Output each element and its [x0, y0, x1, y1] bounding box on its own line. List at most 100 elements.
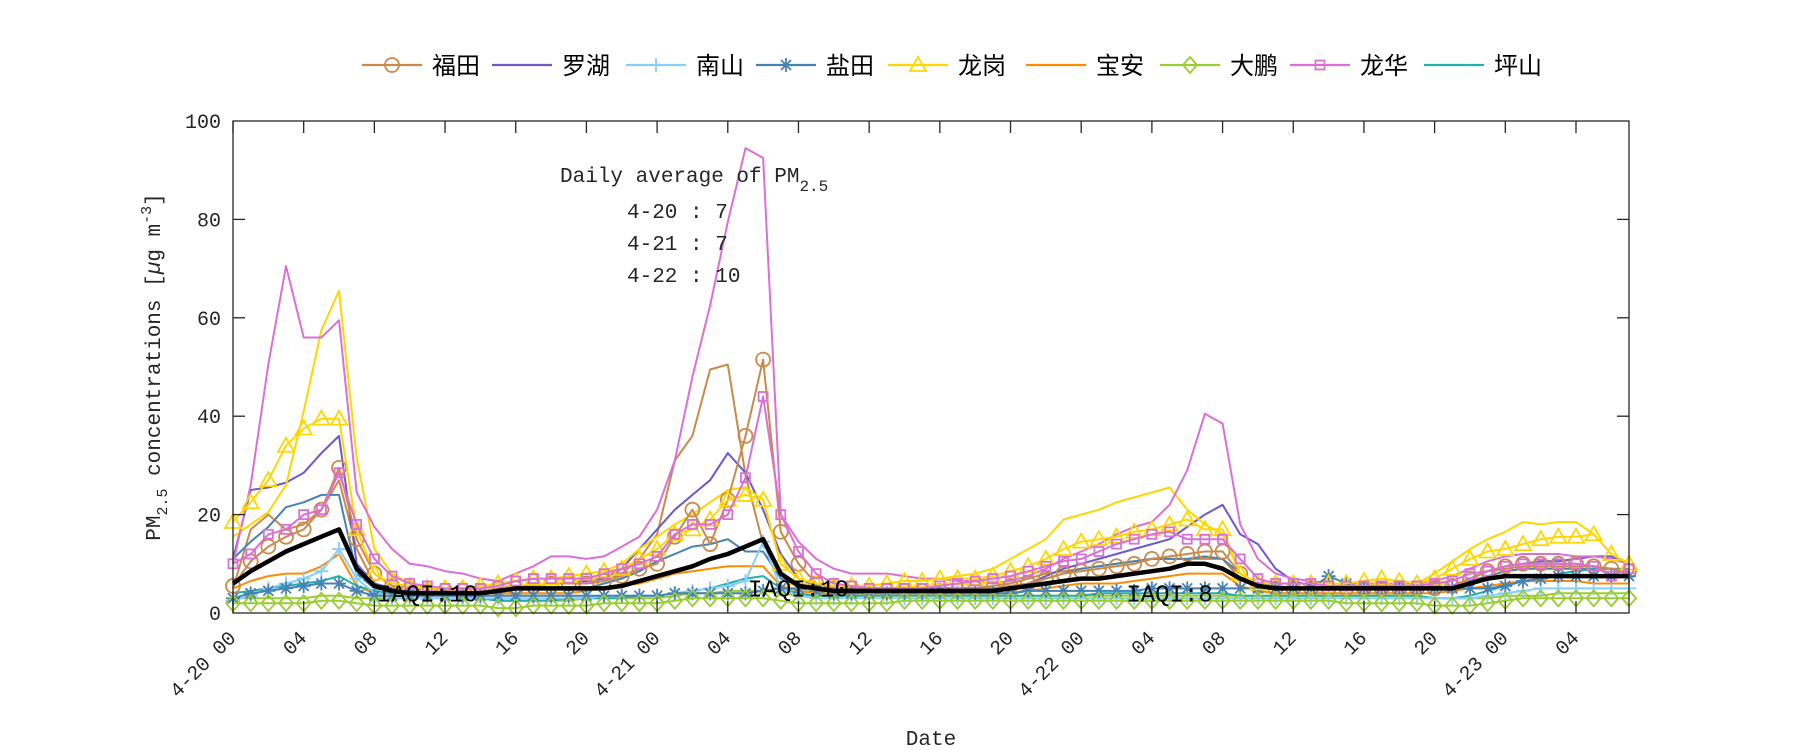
- diamond-marker: [1408, 593, 1426, 613]
- square-marker: [1588, 560, 1600, 572]
- series-大鹏: [224, 588, 1638, 618]
- diamond-marker: [313, 591, 330, 611]
- plus-marker: [1568, 581, 1583, 596]
- triangle-marker: [329, 408, 349, 426]
- square-marker: [1234, 553, 1246, 565]
- star-marker: [1109, 583, 1124, 598]
- diamond-marker: [754, 588, 772, 608]
- star-marker: [1462, 581, 1477, 596]
- triangle-marker: [1460, 549, 1480, 566]
- y-label-close: ]: [144, 193, 167, 206]
- square-marker: [1217, 533, 1228, 545]
- star-marker: [526, 588, 541, 603]
- square-marker: [969, 575, 981, 587]
- legend-label: 坪山: [1494, 52, 1542, 80]
- triangle-marker: [1513, 534, 1533, 552]
- circle-marker: [631, 560, 648, 577]
- square-marker: [1128, 533, 1140, 545]
- triangle-marker: [1442, 558, 1462, 576]
- plot-border: [232, 120, 1630, 614]
- star-marker: [1480, 581, 1495, 596]
- x-tick-label: 08: [350, 628, 383, 661]
- square-marker: [793, 546, 804, 557]
- legend-item-6: 宝安: [1026, 52, 1144, 80]
- diamond-marker: [1550, 588, 1567, 608]
- legend-label: 罗湖: [562, 52, 610, 80]
- square-marker: [528, 573, 539, 584]
- diamond-marker: [772, 591, 789, 611]
- square-marker: [245, 548, 257, 560]
- y-tick-label: 60: [197, 309, 221, 332]
- square-marker: [1075, 553, 1087, 565]
- legend-item-4: 盐田: [756, 52, 874, 80]
- diamond-marker: [1532, 588, 1549, 608]
- diamond-marker: [348, 593, 365, 613]
- legend-item-2: 罗湖: [492, 52, 610, 80]
- iaqi-label: IAQI:10: [377, 582, 478, 609]
- square-marker: [280, 523, 292, 535]
- triangle-marker: [364, 563, 384, 581]
- diamond-marker: [242, 593, 259, 613]
- legend-item-9: 坪山: [1424, 52, 1542, 80]
- diamond-marker: [966, 591, 984, 611]
- star-marker: [349, 583, 364, 598]
- diamond-marker: [1320, 591, 1337, 611]
- diamond-marker: [1302, 591, 1320, 611]
- square-marker: [1570, 558, 1582, 570]
- circle-marker: [684, 501, 701, 518]
- series-龙华-raw: [232, 147, 1630, 585]
- y-tick-label: 100: [185, 112, 221, 135]
- square-marker: [368, 553, 380, 565]
- square-marker: [1252, 573, 1264, 584]
- legend-star-marker: [779, 58, 793, 72]
- triangle-marker: [1124, 522, 1144, 539]
- x-tick-label: 16: [1340, 628, 1373, 661]
- star-marker: [809, 583, 824, 598]
- square-marker: [722, 509, 734, 521]
- diamond-marker: [613, 593, 630, 613]
- diamond-marker: [1479, 593, 1496, 613]
- plus-marker: [1551, 581, 1566, 596]
- x-tick-label: 20: [986, 628, 1019, 661]
- triangle-marker: [1142, 519, 1162, 537]
- legend-plus-marker: [649, 58, 663, 72]
- diamond-marker: [825, 593, 843, 613]
- diamond-marker: [1179, 591, 1196, 611]
- square-marker: [1535, 558, 1547, 570]
- triangle-marker: [1177, 509, 1197, 527]
- star-marker: [844, 586, 859, 601]
- plus-marker: [1586, 581, 1601, 596]
- triangle-marker: [1495, 539, 1515, 556]
- square-marker: [386, 570, 398, 582]
- square-marker: [651, 551, 663, 562]
- circle-marker: [772, 523, 789, 540]
- diamond-marker: [913, 591, 931, 611]
- square-marker: [351, 519, 363, 530]
- square-marker: [598, 568, 610, 580]
- star-marker: [1215, 581, 1230, 596]
- legend-item-5: 龙岗: [888, 52, 1006, 80]
- square-marker: [510, 575, 522, 587]
- diamond-marker: [1232, 591, 1249, 611]
- diamond-marker: [489, 598, 507, 618]
- circle-marker: [313, 501, 330, 518]
- star-marker: [473, 588, 488, 603]
- y-tick-label: 80: [197, 210, 221, 233]
- triangle-marker: [1566, 526, 1586, 544]
- diamond-marker: [1019, 591, 1037, 611]
- diamond-marker: [737, 588, 754, 608]
- y-label-unit: g m: [144, 224, 167, 262]
- triangle-marker: [258, 470, 278, 488]
- diamond-marker: [1603, 588, 1620, 608]
- x-tick-label: 4-20 00: [166, 628, 242, 704]
- x-tick-label: 12: [1269, 628, 1302, 661]
- y-label-mu: µ: [144, 261, 167, 275]
- square-marker: [1093, 546, 1105, 557]
- plus-marker: [1604, 581, 1619, 596]
- triangle-marker: [1584, 524, 1604, 542]
- diamond-marker: [1585, 588, 1602, 608]
- legend-item-8: 龙华: [1290, 52, 1408, 80]
- triangle-marker: [1089, 529, 1109, 547]
- star-marker: [1233, 581, 1248, 596]
- star-marker: [791, 581, 806, 596]
